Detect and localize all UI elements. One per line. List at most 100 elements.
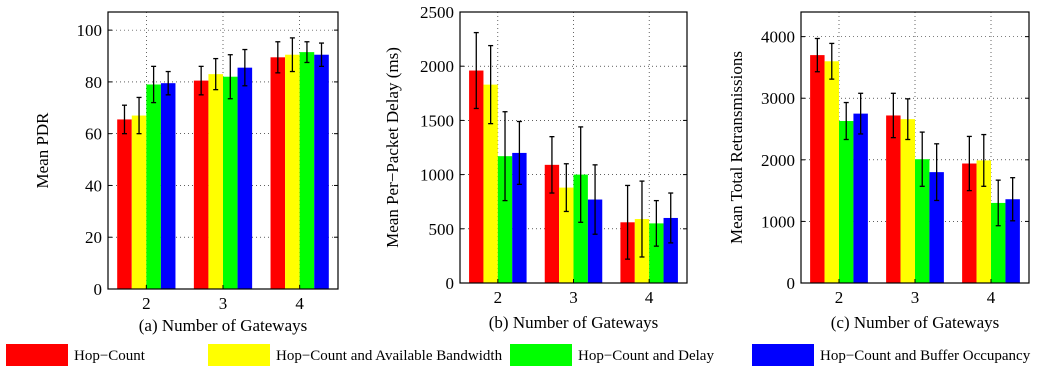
bar <box>886 115 901 284</box>
bar <box>237 67 253 290</box>
error-bar <box>639 180 645 258</box>
bar <box>299 52 315 290</box>
y-tick-label: 80 <box>85 73 102 92</box>
error-bar <box>151 65 157 104</box>
y-tick-label: 100 <box>77 21 103 40</box>
bar <box>497 156 513 283</box>
x-tick-label: 4 <box>987 288 996 307</box>
error-bar <box>304 41 310 64</box>
y-tick-label: 1500 <box>420 111 454 130</box>
x-tick-label: 3 <box>911 288 920 307</box>
chart-panel-1: 0 500 1000 1500 2000 2500 2 3 4 (b) Number of Gat… <box>383 3 688 332</box>
bar <box>853 113 868 283</box>
error-bar <box>319 42 325 68</box>
y-tick-label: 2000 <box>761 151 795 170</box>
error-bar <box>578 126 584 223</box>
legend-swatch <box>752 344 814 366</box>
error-bar <box>966 135 972 192</box>
error-bar <box>488 44 494 125</box>
legend-item: Hop−Count and Delay <box>510 344 714 366</box>
bar <box>839 121 854 284</box>
error-bar <box>1010 177 1016 222</box>
error-bar <box>934 143 940 202</box>
bar <box>663 217 678 283</box>
y-axis-label: Mean PDR <box>33 112 52 189</box>
error-bar <box>227 54 233 100</box>
legend-swatch <box>510 344 572 366</box>
y-tick-label: 0 <box>446 274 455 293</box>
error-bar <box>502 111 508 202</box>
x-axis-label: (c) Number of Gateways <box>831 313 1000 332</box>
bar <box>131 115 147 290</box>
error-bar <box>829 42 835 80</box>
y-tick-label: 40 <box>85 176 102 195</box>
error-bar <box>473 31 479 110</box>
error-bar <box>814 37 820 73</box>
error-bar <box>858 92 864 135</box>
bar <box>544 164 560 283</box>
legend-label: Hop−Count <box>74 348 146 364</box>
bar <box>146 84 161 289</box>
error-bar <box>919 131 925 187</box>
legend-item: Hop−Count and Available Bandwidth <box>208 344 503 366</box>
error-bar <box>289 37 295 73</box>
x-tick-label: 4 <box>645 288 654 307</box>
y-tick-label: 3000 <box>761 89 795 108</box>
error-bar <box>198 65 204 96</box>
legend-swatch <box>208 344 270 366</box>
error-bar <box>905 98 911 141</box>
bar <box>900 119 915 283</box>
error-bar <box>843 101 849 141</box>
x-tick-label: 3 <box>569 288 578 307</box>
y-tick-label: 2000 <box>420 57 454 76</box>
error-bar <box>592 164 598 235</box>
error-bar <box>653 199 659 247</box>
error-bar <box>549 136 555 194</box>
bar <box>991 202 1006 283</box>
bar <box>915 159 930 283</box>
error-bar <box>981 133 987 187</box>
y-axis-label: Mean Per−Packet Delay (ms) <box>383 47 402 248</box>
error-bar <box>275 41 281 74</box>
bar <box>587 199 603 283</box>
legend-label: Hop−Count and Buffer Occupancy <box>820 348 1031 364</box>
bar <box>512 152 527 283</box>
bar <box>160 83 176 289</box>
error-bar <box>995 179 1001 227</box>
y-tick-label: 1000 <box>761 212 795 231</box>
bar <box>223 76 238 289</box>
x-tick-label: 4 <box>295 294 304 313</box>
bar <box>1005 199 1020 283</box>
x-tick-label: 2 <box>835 288 844 307</box>
x-axis-label: (a) Number of Gateways <box>139 316 308 335</box>
bar <box>208 74 223 289</box>
x-tick-label: 2 <box>494 288 503 307</box>
y-tick-label: 0 <box>787 274 796 293</box>
bar <box>573 174 588 283</box>
y-tick-label: 0 <box>94 280 103 299</box>
x-axis-label: (b) Number of Gateways <box>489 313 658 332</box>
bar <box>469 70 484 283</box>
bar <box>314 54 329 290</box>
error-bar <box>165 70 171 96</box>
legend-label: Hop−Count and Available Bandwidth <box>276 348 503 364</box>
x-tick-label: 3 <box>219 294 228 313</box>
error-bar <box>213 57 219 91</box>
bar <box>962 163 977 283</box>
bar <box>649 223 664 283</box>
error-bar <box>668 192 674 244</box>
bar <box>117 119 132 290</box>
legend-item: Hop−Count and Buffer Occupancy <box>752 344 1031 366</box>
error-bar <box>625 184 631 260</box>
error-bar <box>563 163 569 213</box>
y-tick-label: 60 <box>85 125 102 144</box>
error-bar <box>242 48 248 87</box>
y-tick-label: 1000 <box>420 166 454 185</box>
legend: Hop−Count Hop−Count and Available Bandwid… <box>6 344 1031 366</box>
y-tick-label: 20 <box>85 228 102 247</box>
bar <box>929 172 944 283</box>
y-axis-label: Mean Total Retransmissions <box>727 51 746 244</box>
bar <box>483 84 498 284</box>
